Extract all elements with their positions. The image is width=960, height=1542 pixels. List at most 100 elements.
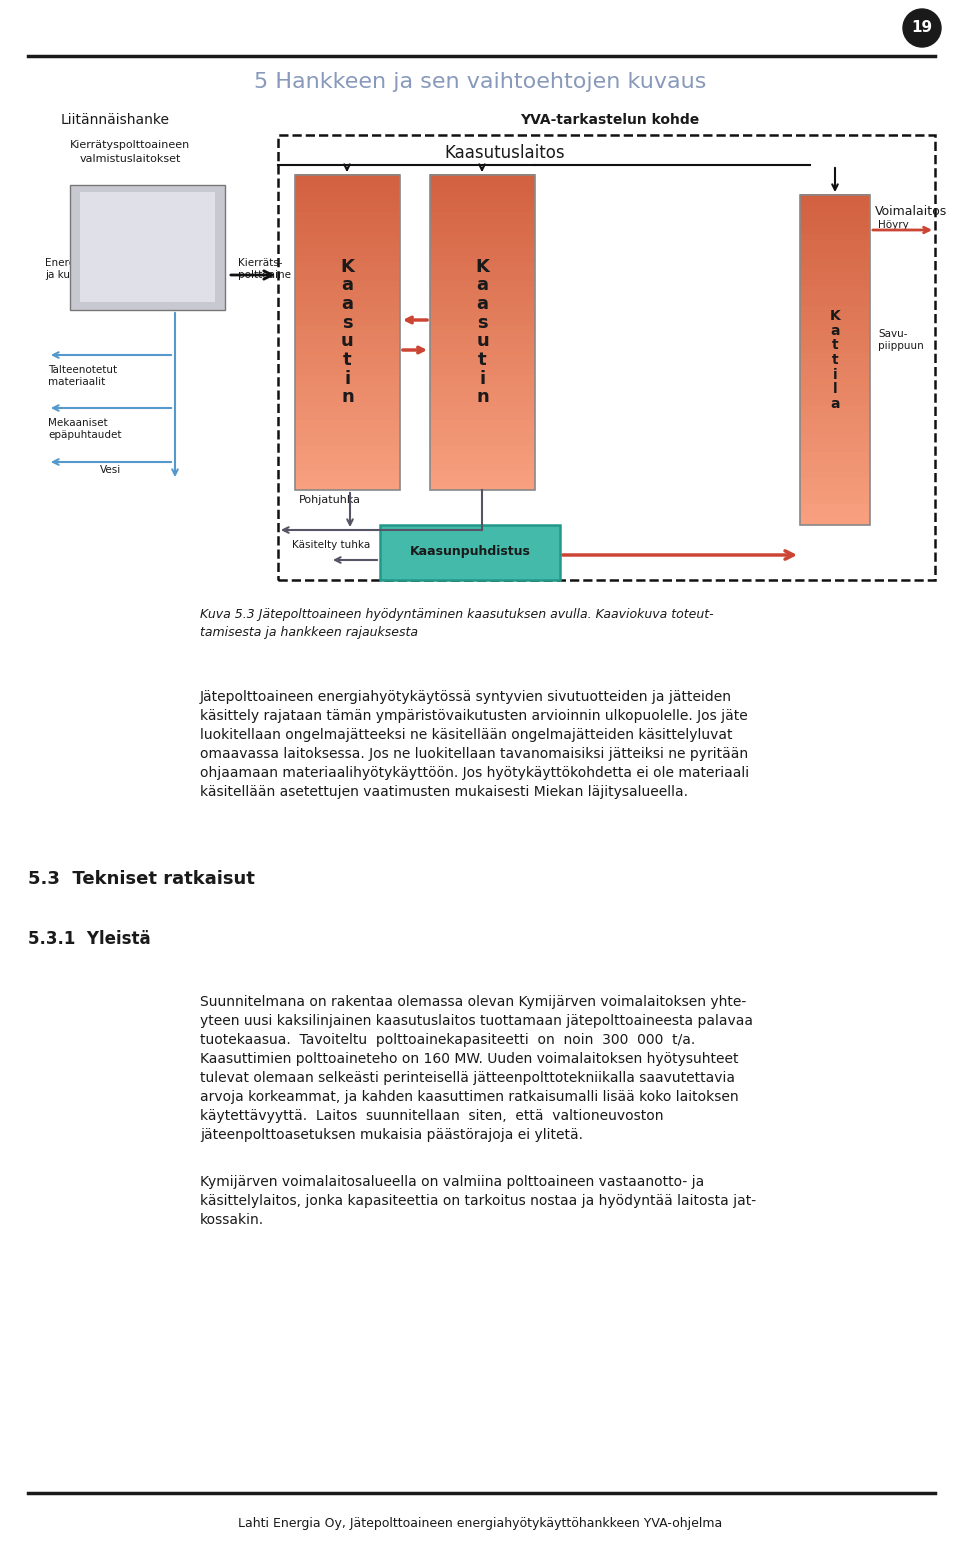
Bar [430,395,535,401]
Bar [430,456,535,464]
Text: arvoja korkeammat, ja kahden kaasuttimen ratkaisumalli lisää koko laitoksen: arvoja korkeammat, ja kahden kaasuttimen… [200,1090,738,1104]
Bar [430,450,535,458]
Text: 5.3  Tekniset ratkaisut: 5.3 Tekniset ratkaisut [28,870,254,888]
Bar [430,432,535,439]
Bar [800,466,870,472]
Bar [800,194,870,524]
Bar [800,221,870,228]
Bar [800,207,870,214]
Text: Kierräts-
polttoaine: Kierräts- polttoaine [238,258,291,281]
Bar [800,452,870,460]
Bar [295,432,400,439]
Circle shape [903,9,941,46]
Bar [430,413,535,419]
Bar [295,319,400,325]
Bar [430,438,535,446]
Bar [430,369,535,376]
Text: omaavassa laitoksessa. Jos ne luokitellaan tavanomaisiksi jätteiksi ne pyritään: omaavassa laitoksessa. Jos ne luokitella… [200,746,748,762]
Text: Suunnitelmana on rakentaa olemassa olevan Kymijärven voimalaitoksen yhte-: Suunnitelmana on rakentaa olemassa oleva… [200,995,746,1008]
Bar [800,490,870,498]
Bar [430,446,535,452]
Bar [295,248,400,256]
Bar [430,199,535,207]
Bar [800,458,870,466]
Bar [295,332,400,338]
Bar [295,375,400,382]
Text: käsittely rajataan tämän ympäristövaikutusten arvioinnin ulkopuolelle. Jos jäte: käsittely rajataan tämän ympäristövaikut… [200,709,748,723]
Bar [800,359,870,365]
Bar [430,180,535,187]
Text: luokitellaan ongelmajätteeksi ne käsitellään ongelmajätteiden käsittelyluvat: luokitellaan ongelmajätteeksi ne käsitel… [200,728,732,742]
Bar [295,193,400,200]
Bar [800,200,870,208]
Bar [295,224,400,231]
Bar [430,287,535,295]
Text: Höyry: Höyry [878,221,909,230]
Bar [430,281,535,288]
Bar [430,224,535,231]
Text: 5.3.1  Yleistä: 5.3.1 Yleistä [28,930,151,948]
Bar [430,231,535,237]
Text: käsittelylaitos, jonka kapasiteettia on tarkoitus nostaa ja hyödyntää laitosta j: käsittelylaitos, jonka kapasiteettia on … [200,1194,756,1207]
Bar [430,358,535,364]
Bar [295,389,400,395]
Bar [295,362,400,370]
Text: kossakin.: kossakin. [200,1214,264,1227]
Bar [800,504,870,510]
Bar [430,325,535,332]
Bar [800,287,870,295]
Bar [800,321,870,327]
Bar [800,412,870,419]
Bar [295,464,400,470]
Bar [800,438,870,446]
Bar [800,339,870,345]
Bar [800,392,870,399]
Bar [800,247,870,254]
Bar [800,214,870,221]
Bar [800,313,870,321]
Bar [295,211,400,219]
Bar [800,227,870,234]
Bar [430,187,535,193]
Bar [295,470,400,476]
Bar [800,234,870,241]
Text: Kaasuttimien polttoaineteho on 160 MW. Uuden voimalaitoksen hyötysuhteet: Kaasuttimien polttoaineteho on 160 MW. U… [200,1052,738,1066]
Bar [295,180,400,187]
Bar [295,350,400,358]
Bar [800,478,870,486]
Bar [295,301,400,307]
Bar [295,305,400,313]
Bar [295,274,400,282]
Bar [295,231,400,237]
Bar [430,211,535,219]
Bar [100,210,195,290]
Bar [295,174,400,490]
Bar [800,353,870,359]
Bar [295,268,400,274]
Bar [295,456,400,464]
Text: Lahti Energia Oy, Jätepolttoaineen energiahyötykäyttöhankkeen YVA-ohjelma: Lahti Energia Oy, Jätepolttoaineen energ… [238,1516,722,1530]
Bar [800,267,870,274]
Bar [800,254,870,261]
Bar [430,295,535,301]
Bar [800,333,870,339]
Bar [800,498,870,504]
Bar [800,301,870,307]
Bar [295,438,400,446]
Bar [800,194,870,200]
Bar [295,450,400,458]
Text: Kaasunpuhdistus: Kaasunpuhdistus [410,546,531,558]
Text: tulevat olemaan selkeästi perinteisellä jätteenpolttotekniikalla saavutettavia: tulevat olemaan selkeästi perinteisellä … [200,1072,735,1086]
Bar [800,379,870,386]
Bar [430,174,535,490]
Text: Kuva 5.3 Jätepolttoaineen hyödyntäminen kaasutuksen avulla. Kaaviokuva toteut-: Kuva 5.3 Jätepolttoaineen hyödyntäminen … [200,608,713,621]
Bar [278,136,935,580]
Text: Savu-
piippuun: Savu- piippuun [878,328,924,352]
Bar [800,261,870,267]
Bar [430,248,535,256]
Bar [295,419,400,427]
Bar [800,372,870,379]
Bar [430,476,535,483]
Text: Kymijärven voimalaitosalueella on valmiina polttoaineen vastaanotto- ja: Kymijärven voimalaitosalueella on valmii… [200,1175,705,1189]
Bar [295,244,400,250]
